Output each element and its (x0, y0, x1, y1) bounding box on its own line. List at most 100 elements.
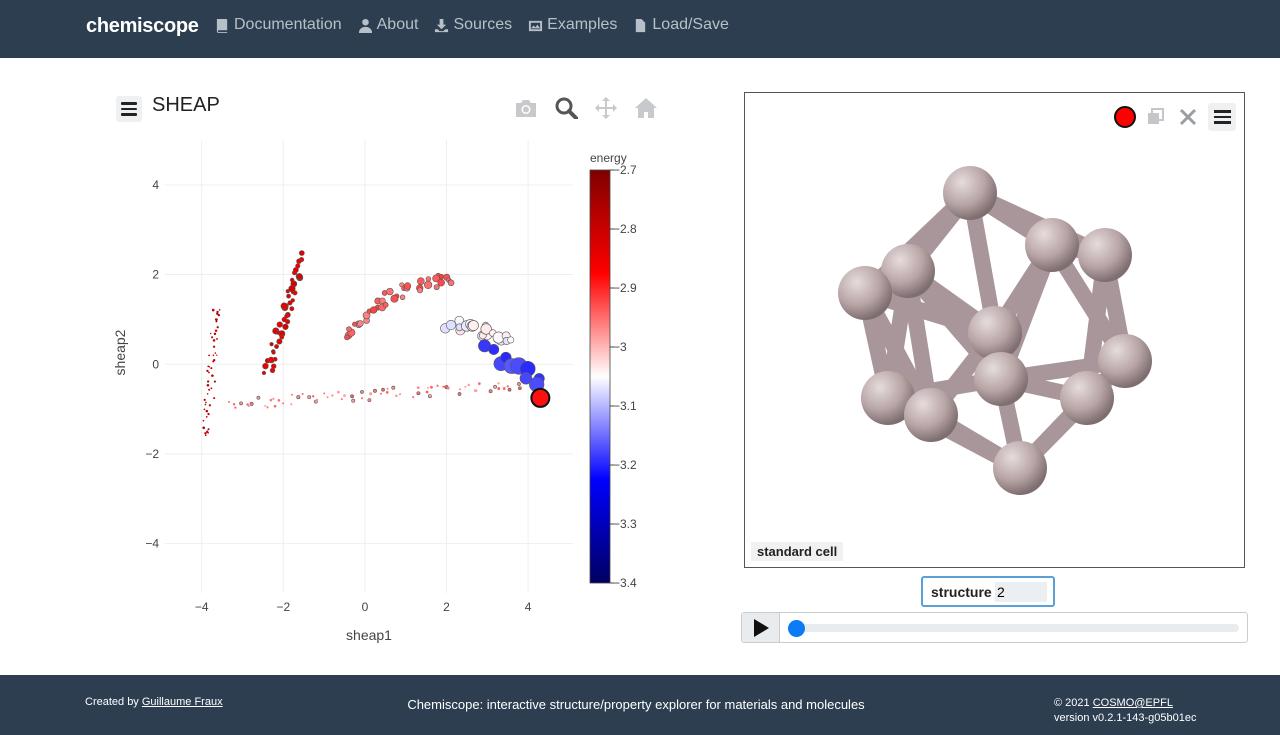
home-icon (635, 98, 657, 118)
scatter-point (215, 318, 218, 321)
scatter-point (267, 356, 275, 364)
atom[interactable] (861, 371, 915, 425)
scatter-point (205, 416, 208, 418)
nav-documentation-label: Documentation (234, 16, 342, 33)
y-tick-label: 2 (152, 268, 159, 282)
brand-logo[interactable]: chemiscope (86, 15, 199, 37)
atom[interactable] (838, 266, 892, 320)
nav-examples-link[interactable]: Examples (528, 16, 617, 34)
nav-loadsave-link[interactable]: Load/Save (633, 16, 729, 34)
map-panel: −4 −2 0 2 4 −4 −2 0 2 4 sheap1 sheap2 energy −2.7 −2.8… (110, 88, 670, 658)
scatter-point (208, 388, 211, 391)
scatter-point (369, 306, 378, 314)
zoom-icon (555, 97, 578, 119)
colorbar-tick-label: −3.2 (613, 458, 637, 472)
viewer-toolbar (1114, 103, 1236, 131)
x-tick-label: 4 (525, 600, 532, 614)
author-link[interactable]: Guillaume Fraux (141, 696, 223, 708)
map-settings-menu-button[interactable] (116, 96, 142, 122)
scatter-point (215, 320, 218, 323)
slider-thumb[interactable] (788, 620, 805, 637)
scatter-point (208, 366, 211, 368)
selected-marker[interactable] (1114, 106, 1136, 128)
scatter-point (403, 282, 412, 290)
scatter-point (464, 385, 467, 388)
download-icon (435, 18, 449, 32)
scatter-point (209, 332, 212, 335)
scatter-point (212, 345, 216, 348)
nav-sources-link[interactable]: Sources (434, 16, 512, 34)
navbar: chemiscope Documentation About Sources E… (0, 0, 1280, 58)
nav-documentation-link[interactable]: Documentation (215, 16, 342, 34)
play-button[interactable] (742, 613, 780, 642)
scatter-point (214, 352, 217, 354)
trajectory-slider[interactable] (794, 624, 1239, 632)
scatter-point (502, 387, 506, 390)
x-tick-label: −4 (195, 600, 209, 614)
scatter-point (266, 406, 269, 409)
scatter-point (256, 395, 261, 400)
scatter-point (399, 294, 406, 301)
structure-viewer[interactable]: standard cell (744, 92, 1245, 568)
scatter-point (296, 395, 301, 400)
nav-about-link[interactable]: About (358, 16, 418, 34)
close-viewer-button[interactable] (1176, 104, 1200, 130)
scatter-point (386, 287, 394, 296)
pan-icon (595, 97, 617, 119)
scatter-point (477, 382, 481, 385)
trajectory-player (741, 612, 1248, 643)
scatter-point (264, 404, 267, 407)
reset-view-button[interactable] (630, 96, 662, 120)
scatter-point (227, 400, 230, 403)
scatter-point (352, 321, 358, 327)
credit-prefix: Created by (85, 696, 139, 708)
atom[interactable] (904, 388, 958, 442)
pan-button[interactable] (590, 96, 622, 120)
scatter-point (437, 278, 445, 287)
atom[interactable] (881, 244, 935, 298)
download-plot-button[interactable] (510, 96, 542, 120)
close-icon (1179, 108, 1197, 126)
atom[interactable] (1025, 218, 1079, 272)
scatter-point (210, 387, 213, 390)
scatter-point (211, 308, 215, 312)
atom[interactable] (1078, 228, 1132, 282)
colorbar-tick-label: −3.3 (613, 517, 637, 531)
scatter-point (416, 386, 420, 389)
colorbar-tick-label: −3.4 (613, 576, 637, 590)
scatter-point (506, 385, 509, 388)
selected-point-marker (530, 387, 551, 408)
duplicate-viewer-button[interactable] (1144, 104, 1168, 130)
menu-bar (121, 102, 137, 105)
scatter-point (273, 404, 277, 408)
zoom-button[interactable] (550, 96, 582, 120)
scatter-point (488, 344, 500, 355)
scatter-point (311, 395, 315, 398)
atom[interactable] (993, 441, 1047, 495)
scatter-point (497, 382, 500, 385)
scatter-point (457, 392, 462, 396)
viewer-settings-menu-button[interactable] (1208, 103, 1236, 131)
structure-index-input[interactable] (995, 582, 1047, 602)
atom[interactable] (1098, 334, 1152, 388)
scatter-plot[interactable]: −4 −2 0 2 4 −4 −2 0 2 4 sheap1 sheap2 energy−2.7 −2.8… (110, 88, 670, 658)
book-icon (216, 18, 228, 33)
y-tick-label: 0 (152, 357, 159, 371)
footer: Created by Guillaume Fraux Chemiscope: i… (0, 675, 1280, 735)
scatter-point (216, 310, 219, 314)
play-icon (753, 618, 769, 637)
scatter-point (211, 336, 214, 339)
org-link[interactable]: COSMO@EPFL (1092, 697, 1173, 709)
molecule-3d-view[interactable] (805, 153, 1185, 533)
scatter-point (212, 339, 216, 342)
scatter-point (417, 277, 425, 285)
atom[interactable] (968, 306, 1022, 360)
scatter-point (399, 393, 401, 396)
menu-bar (121, 113, 137, 116)
atom[interactable] (1060, 371, 1114, 425)
atom[interactable] (943, 166, 997, 220)
scatter-point (272, 397, 275, 400)
scatter-point (207, 412, 210, 416)
scatter-point (459, 388, 462, 391)
atom[interactable] (974, 352, 1028, 406)
